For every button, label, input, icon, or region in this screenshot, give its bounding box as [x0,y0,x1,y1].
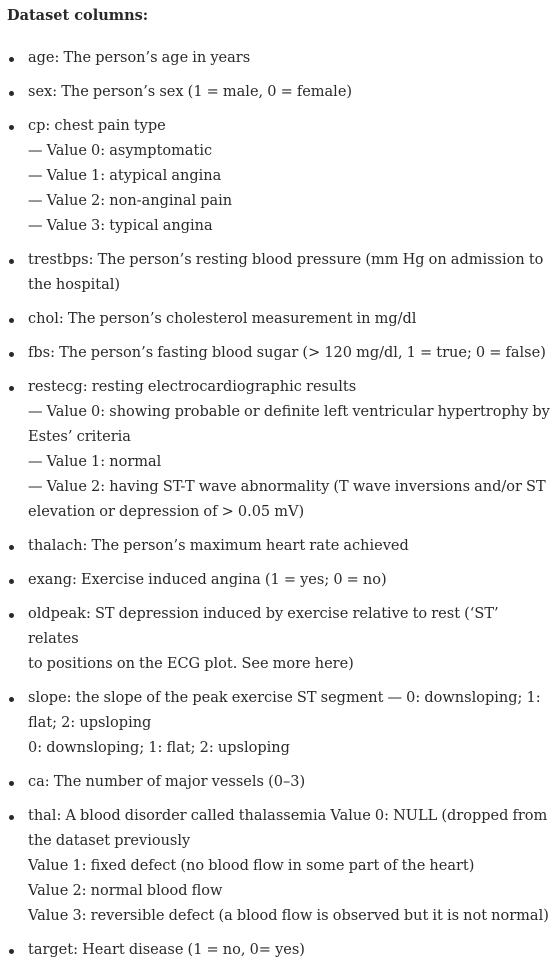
list-item: ca: The number of major vessels (0–3) [7,770,551,795]
list-item-text: restecg: resting electrocardiographic re… [28,379,357,395]
list-item-subline: elevation or depression of > 0.05 mV) [28,504,305,520]
bullet-icon [9,579,14,584]
bullet-icon [9,545,14,550]
list-item-subline: — Value 2: having ST-T wave abnormality … [28,479,546,495]
section-heading: Dataset columns: [7,7,149,24]
list-item-subline: — Value 1: atypical angina [28,168,222,184]
list-item-text: slope: the slope of the peak exercise ST… [28,690,541,706]
bullet-icon [9,259,14,264]
list-item: cp: chest pain type — Value 0: asymptomat… [7,114,551,239]
bullet-icon [9,386,14,391]
list-item-subline: — Value 0: showing probable or definite … [28,404,550,420]
list-item-subline: — Value 2: non-anginal pain [28,193,233,209]
list-item-subline: to positions on the ECG plot. See more h… [28,656,354,672]
list-item: oldpeak: ST depression induced by exerci… [7,602,551,677]
list-item-subline: Estes’ criteria [28,429,131,445]
dataset-columns-list: age: The person’s age in years sex: The p… [7,46,551,963]
bullet-icon [9,318,14,323]
list-item-subline: — Value 1: normal [28,454,162,470]
list-item-text: exang: Exercise induced angina (1 = yes;… [28,572,387,588]
list-item-text: thalach: The person’s maximum heart rate… [28,538,409,554]
list-item: chol: The person’s cholesterol measureme… [7,307,551,332]
list-item-text: thal: A blood disorder called thalassemi… [28,808,548,824]
bullet-icon [9,613,14,618]
list-item-subline: 0: downsloping; 1: flat; 2: upsloping [28,740,290,756]
list-item: restecg: resting electrocardiographic re… [7,375,551,525]
list-item-subline: Value 1: fixed defect (no blood flow in … [28,858,475,874]
list-item: fbs: The person’s fasting blood sugar (>… [7,341,551,366]
list-item: exang: Exercise induced angina (1 = yes;… [7,568,551,593]
bullet-icon [9,815,14,820]
list-item-text: oldpeak: ST depression induced by exerci… [28,606,499,647]
list-item-text: fbs: The person’s fasting blood sugar (>… [28,345,546,361]
list-item-subline: Value 3: reversible defect (a blood flow… [28,908,549,924]
bullet-icon [9,91,14,96]
list-item: thalach: The person’s maximum heart rate… [7,534,551,559]
list-item-subline: flat; 2: upsloping [28,715,152,731]
list-item-text: chol: The person’s cholesterol measureme… [28,311,417,327]
list-item-subline: — Value 0: asymptomatic [28,143,213,159]
list-item-subline: — Value 3: typical angina [28,218,213,234]
list-item-text: trestbps: The person’s resting blood pre… [28,252,544,268]
list-item: slope: the slope of the peak exercise ST… [7,686,551,761]
list-item-text: age: The person’s age in years [28,50,251,66]
bullet-icon [9,697,14,702]
list-item: sex: The person’s sex (1 = male, 0 = fem… [7,80,551,105]
bullet-icon [9,949,14,954]
list-item: age: The person’s age in years [7,46,551,71]
list-item-text: target: Heart disease (1 = no, 0= yes) [28,942,305,958]
list-item-text: ca: The number of major vessels (0–3) [28,774,306,790]
list-item-text: cp: chest pain type [28,118,166,134]
bullet-icon [9,57,14,62]
bullet-icon [9,125,14,130]
list-item-subline: Value 2: normal blood flow [28,883,223,899]
list-item: trestbps: The person’s resting blood pre… [7,248,551,298]
list-item: target: Heart disease (1 = no, 0= yes) [7,938,551,963]
list-item-subline: the hospital) [28,277,121,293]
list-item-subline: the dataset previously [28,833,191,849]
list-item-text: sex: The person’s sex (1 = male, 0 = fem… [28,84,353,100]
bullet-icon [9,352,14,357]
bullet-icon [9,781,14,786]
list-item: thal: A blood disorder called thalassemi… [7,804,551,929]
